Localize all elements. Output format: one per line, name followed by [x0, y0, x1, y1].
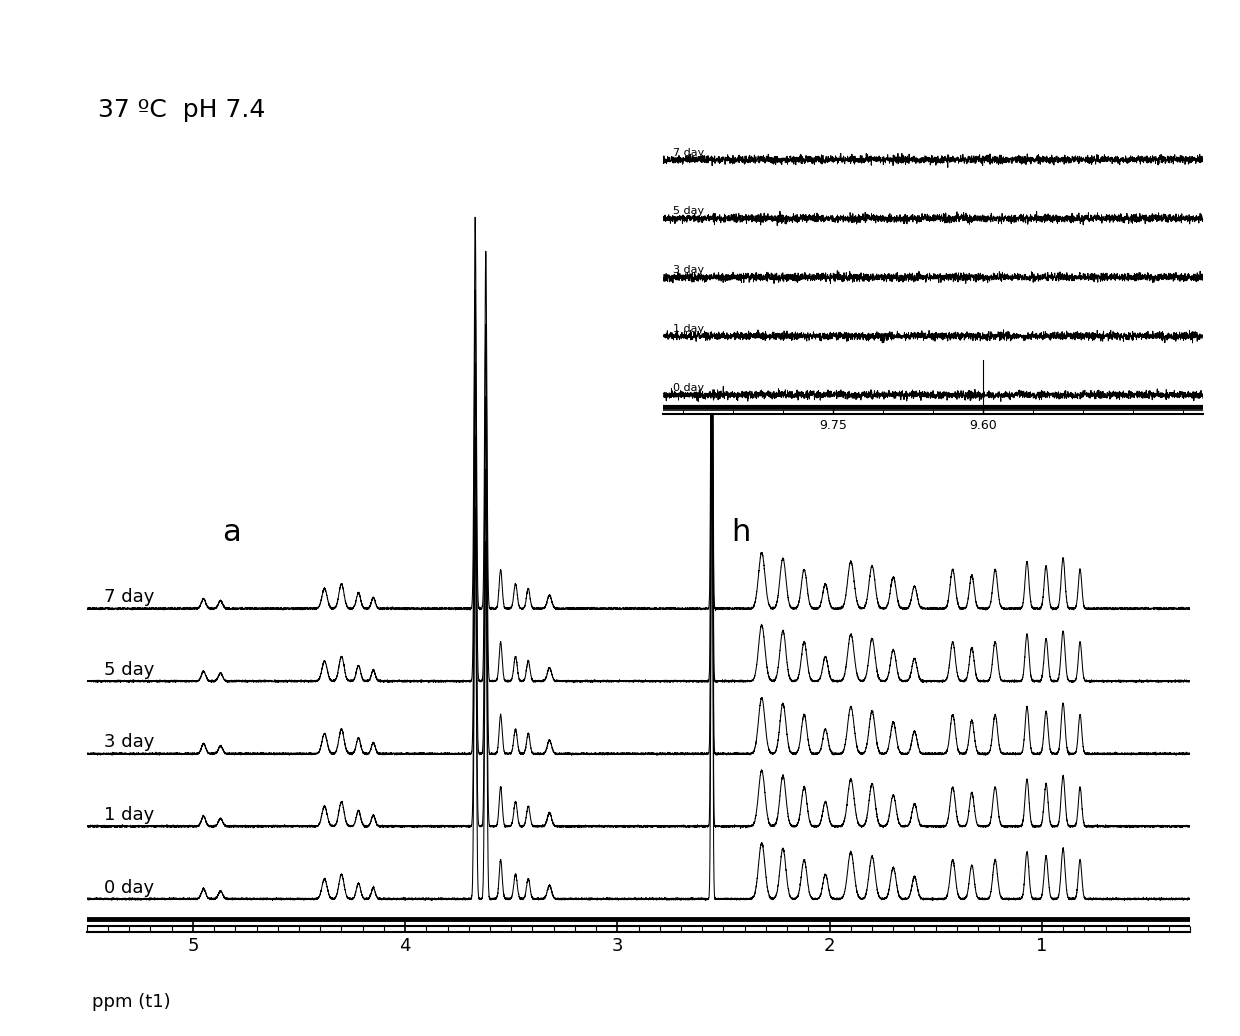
Text: 0 day: 0 day: [104, 879, 154, 897]
X-axis label: ppm (t1): ppm (t1): [92, 992, 170, 1010]
Text: 1 day: 1 day: [673, 324, 704, 334]
Text: 3 day: 3 day: [104, 733, 154, 751]
Text: a: a: [222, 518, 241, 547]
Text: 7 day: 7 day: [673, 148, 704, 157]
Text: 0 day: 0 day: [673, 383, 704, 393]
Text: 1 day: 1 day: [104, 806, 154, 824]
Text: 37 ºC  pH 7.4: 37 ºC pH 7.4: [98, 98, 265, 122]
Text: 7 day: 7 day: [104, 588, 154, 606]
Text: 5 day: 5 day: [104, 661, 154, 679]
Text: 5 day: 5 day: [673, 206, 704, 217]
Text: h: h: [730, 518, 750, 547]
Text: 3 day: 3 day: [673, 265, 704, 276]
